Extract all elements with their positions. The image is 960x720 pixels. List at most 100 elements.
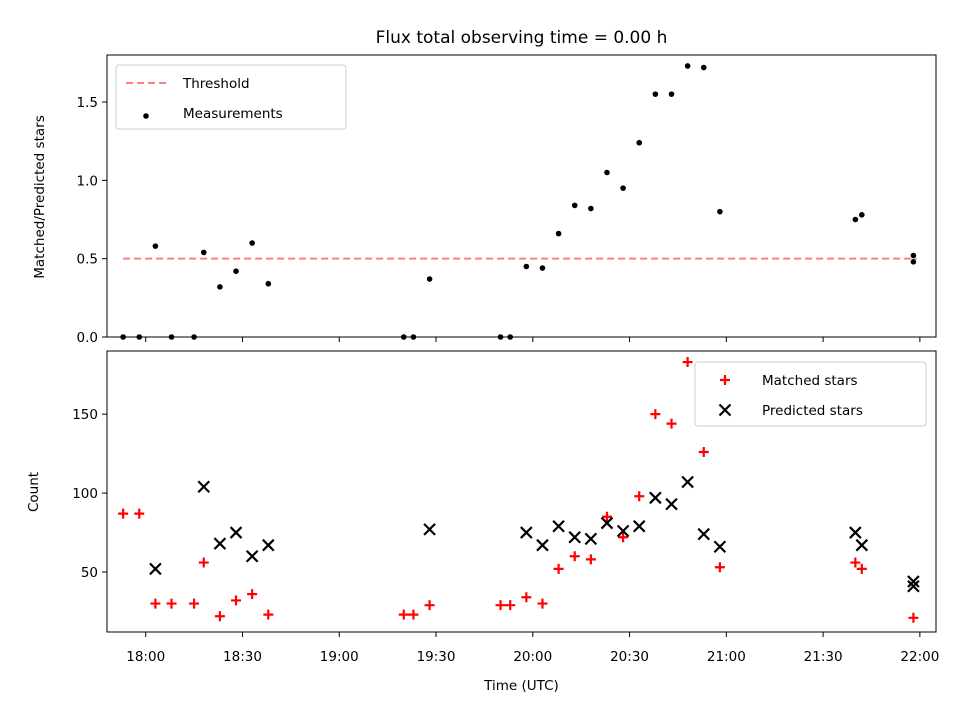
bottom-plot-frame — [106, 350, 937, 633]
measurement-point — [620, 185, 626, 191]
predicted-star-marker — [907, 579, 920, 593]
predicted-star-marker — [616, 524, 630, 538]
top-plot-area: 0.0 0.5 1.0 1.5 Threshold Measurements — [77, 54, 937, 346]
bottom-x-tick-label: 20:30 — [610, 649, 649, 665]
measurement-point — [684, 63, 691, 69]
measurement-point — [426, 276, 433, 282]
matched-star-marker — [618, 532, 629, 543]
measurement-point — [555, 230, 562, 237]
measurement-point — [523, 263, 530, 270]
predicted-star-marker — [907, 575, 920, 588]
bottom-legend-box — [694, 361, 927, 427]
top-y-tick-label: 1.0 — [77, 173, 98, 189]
matched-star-marker — [908, 612, 919, 623]
predicted-star-marker — [197, 480, 211, 494]
matched-star-marker — [856, 563, 867, 574]
matched-star-marker — [698, 447, 709, 458]
matched-star-marker — [650, 409, 661, 420]
bottom-y-tick-label: 150 — [72, 407, 98, 423]
top-y-tick-label: 1.5 — [77, 95, 98, 111]
matched-star-marker — [398, 609, 409, 620]
measurement-point — [571, 202, 578, 209]
measurement-point — [910, 259, 917, 265]
matched-star-marker — [424, 600, 435, 611]
measurement-point — [233, 268, 239, 275]
matched-star-marker — [666, 418, 677, 429]
predicted-star-marker — [568, 531, 582, 544]
measurement-point — [152, 243, 159, 249]
measurement-point — [588, 205, 594, 212]
matched-star-marker — [198, 557, 209, 568]
predicted-star-marker — [649, 491, 662, 505]
predicted-star-marker — [552, 519, 565, 533]
measurement-point — [700, 64, 707, 71]
predicted-star-marker — [149, 562, 162, 576]
predicted-star-marker — [713, 540, 727, 554]
bottom-plot-area: 18:00 18:30 19:00 19:30 20:00 20:30 21:00 21:30… — [72, 350, 939, 665]
predicted-star-marker — [697, 527, 711, 541]
measurement-point — [604, 169, 610, 176]
matched-star-marker — [505, 600, 516, 611]
legend-measurements-swatch — [143, 113, 149, 119]
predicted-star-marker — [855, 538, 869, 552]
measurement-point — [200, 249, 207, 256]
measurement-point — [910, 252, 917, 259]
matched-star-marker — [189, 598, 200, 609]
measurement-point — [265, 280, 272, 287]
legend-label: Threshold — [182, 76, 250, 92]
predicted-star-marker — [229, 526, 243, 539]
measurement-point — [636, 139, 643, 146]
measurement-point — [852, 216, 859, 223]
bottom-y-axis-label: Count — [26, 472, 42, 512]
matched-star-marker — [585, 554, 596, 565]
matched-star-marker — [537, 598, 548, 609]
measurement-point — [717, 208, 723, 215]
predicted-star-marker — [849, 526, 862, 539]
top-y-axis-label: Matched/Predicted stars — [32, 115, 48, 278]
matched-star-marker — [166, 598, 177, 609]
matched-star-marker — [118, 508, 129, 519]
matched-star-marker — [231, 595, 242, 606]
top-chart-title: Flux total observing time = 0.00 h — [376, 28, 668, 48]
matched-star-marker — [495, 600, 506, 611]
predicted-star-marker — [213, 537, 227, 550]
matched-star-marker — [134, 508, 145, 519]
legend-matched-swatch — [720, 375, 730, 385]
bottom-y-tick-label: 50 — [81, 565, 98, 581]
bottom-y-tick-label: 100 — [72, 486, 98, 502]
top-y-tick-label: 0.0 — [77, 330, 98, 346]
top-plot-frame — [106, 54, 937, 338]
measurement-point — [539, 265, 546, 271]
top-legend: Threshold Measurements — [115, 64, 347, 130]
matched-star-marker — [634, 491, 645, 502]
bottom-x-tick-label: 22:00 — [900, 649, 939, 665]
predicted-star-marker — [632, 519, 646, 533]
matched-star-marker — [850, 557, 861, 568]
predicted-star-marker — [665, 497, 678, 511]
matched-star-marker — [247, 589, 258, 600]
bottom-x-tick-label: 20:00 — [513, 649, 552, 665]
top-legend-box — [115, 64, 347, 130]
matched-star-marker — [553, 563, 564, 574]
predicted-star-marker — [520, 526, 533, 539]
bottom-x-tick-label: 18:30 — [223, 649, 262, 665]
matched-star-marker — [214, 611, 225, 622]
predicted-star-marker — [681, 475, 694, 489]
matched-star-marker — [682, 357, 693, 368]
predicted-star-marker — [423, 523, 436, 536]
matched-star-marker — [601, 511, 612, 522]
bottom-x-tick-label: 18:00 — [126, 649, 165, 665]
matched-star-marker — [569, 551, 580, 562]
matched-star-marker — [263, 609, 274, 620]
predicted-star-marker — [584, 532, 598, 546]
matched-star-marker — [714, 562, 725, 573]
measurement-point — [249, 240, 255, 246]
measurement-point — [668, 91, 675, 97]
predicted-star-marker — [600, 516, 614, 530]
matched-star-marker — [521, 592, 532, 603]
predicted-star-marker — [536, 538, 549, 552]
legend-predicted-swatch — [718, 403, 732, 417]
top-y-tick-label: 0.5 — [77, 252, 98, 268]
legend-label: Measurements — [183, 106, 283, 122]
